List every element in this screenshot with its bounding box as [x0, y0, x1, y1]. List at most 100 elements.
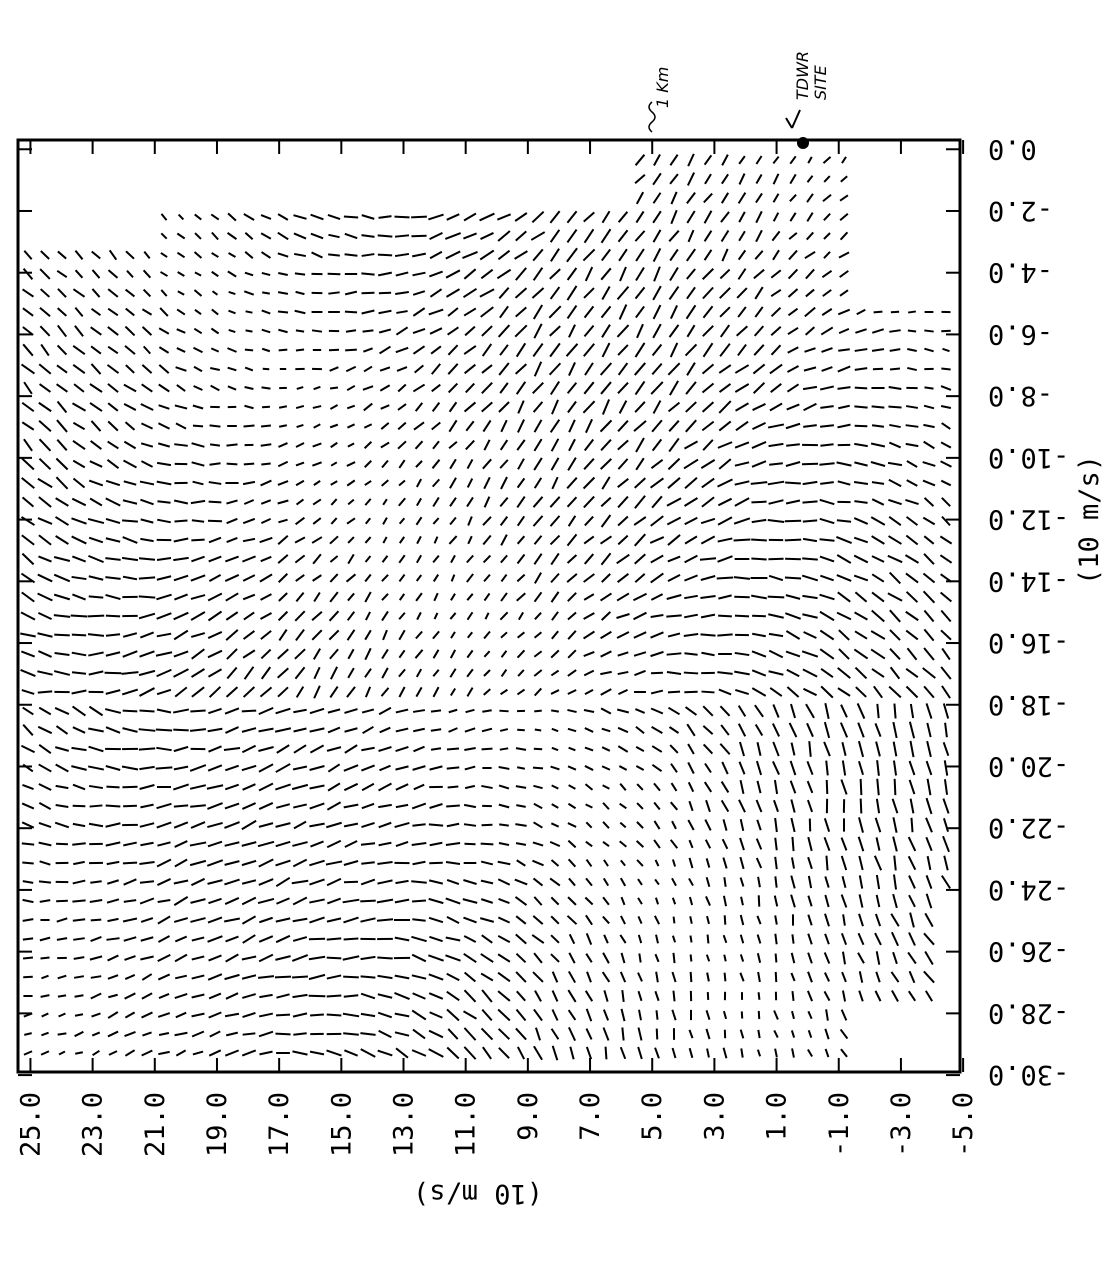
wind-vector: [654, 953, 660, 963]
wind-vector: [803, 631, 817, 639]
wind-vector: [482, 709, 492, 713]
wind-vector: [174, 992, 188, 1000]
wind-vector: [654, 1047, 660, 1059]
wind-vector: [293, 820, 307, 830]
wind-vector: [939, 535, 953, 545]
wind-vector: [105, 614, 121, 618]
wind-vector: [140, 442, 154, 448]
wind-vector: [243, 499, 255, 505]
wind-vector: [904, 554, 920, 564]
wind-vector: [939, 591, 953, 603]
wind-vector: [275, 763, 291, 773]
wind-vector: [157, 1012, 171, 1018]
wind-vector: [226, 666, 238, 680]
wind-vector: [107, 420, 119, 432]
wind-vector: [566, 285, 578, 301]
wind-vector: [568, 362, 576, 376]
wind-vector: [888, 478, 902, 488]
wind-vector: [310, 213, 324, 221]
wind-vector: [141, 326, 153, 336]
wind-vector: [706, 1048, 710, 1058]
wind-vector: [653, 801, 661, 811]
wind-vector: [888, 571, 902, 585]
wind-vector: [412, 765, 426, 771]
wind-vector: [89, 804, 103, 808]
wind-vector: [773, 895, 779, 907]
wind-vector: [838, 404, 850, 410]
wind-vector: [173, 728, 189, 732]
wind-vector: [667, 632, 681, 638]
wind-vector: [700, 595, 716, 599]
wind-vector: [445, 288, 461, 298]
wind-vector: [893, 703, 897, 719]
wind-vector: [734, 461, 750, 467]
wind-vector: [689, 935, 693, 943]
wind-vector: [498, 362, 510, 376]
wind-vector: [618, 304, 628, 320]
wind-vector: [568, 746, 576, 752]
wind-vector: [174, 404, 188, 410]
wind-vector: [567, 822, 577, 828]
wind-vector: [585, 877, 593, 887]
wind-vector: [329, 366, 339, 372]
wind-vector: [771, 723, 781, 737]
wind-vector: [192, 424, 204, 428]
annotation: TDWR: [793, 51, 812, 100]
wind-vector: [428, 213, 444, 221]
wind-vector: [717, 555, 733, 563]
wind-vector: [635, 210, 645, 224]
wind-vector: [191, 686, 205, 698]
wind-vector: [310, 1013, 324, 1017]
y-tick-label: -18.0: [988, 689, 1069, 720]
wind-vector: [55, 784, 69, 790]
wind-vector: [925, 817, 933, 833]
wind-vector: [515, 785, 527, 789]
wind-vector: [243, 462, 255, 466]
wind-vector: [550, 591, 560, 603]
wind-vector: [585, 914, 593, 926]
wind-vector: [123, 480, 137, 486]
wind-vector: [549, 840, 561, 848]
wind-vector: [634, 286, 646, 300]
wind-vector: [854, 591, 868, 603]
wind-vector: [532, 877, 544, 887]
wind-vector: [176, 347, 186, 353]
wind-vector: [156, 746, 172, 752]
wind-vector: [739, 877, 745, 887]
wind-vector: [802, 668, 818, 678]
wind-vector: [638, 953, 642, 963]
wind-vector: [551, 803, 559, 809]
wind-vector: [566, 382, 578, 394]
wind-vector: [416, 611, 422, 621]
wind-vector: [770, 326, 782, 336]
wind-vector: [755, 857, 763, 869]
wind-vector: [738, 230, 746, 242]
wind-vector: [345, 348, 357, 352]
wind-vector: [244, 251, 254, 259]
wind-vector: [600, 707, 612, 715]
wind-vector: [141, 308, 153, 316]
wind-vector: [603, 934, 609, 944]
wind-vector: [823, 990, 831, 1002]
wind-vector: [871, 424, 885, 428]
wind-vector: [551, 630, 559, 640]
wind-vector: [786, 668, 800, 678]
wind-vector: [651, 343, 663, 357]
wind-vector: [602, 840, 610, 848]
wind-vector: [532, 859, 544, 867]
wind-vector: [888, 405, 902, 409]
wind-vector: [194, 213, 202, 221]
wind-vector: [616, 553, 630, 565]
wind-vector: [326, 937, 342, 941]
wind-vector: [685, 419, 697, 433]
wind-vector: [516, 496, 526, 508]
wind-vector: [260, 612, 272, 620]
wind-vector: [774, 933, 778, 945]
wind-vector: [123, 403, 137, 411]
wind-vector: [225, 1031, 239, 1037]
wind-vector: [360, 917, 376, 923]
wind-vector: [551, 784, 559, 790]
wind-vector: [601, 342, 611, 358]
wind-vector: [241, 709, 257, 713]
wind-vector: [853, 481, 869, 485]
